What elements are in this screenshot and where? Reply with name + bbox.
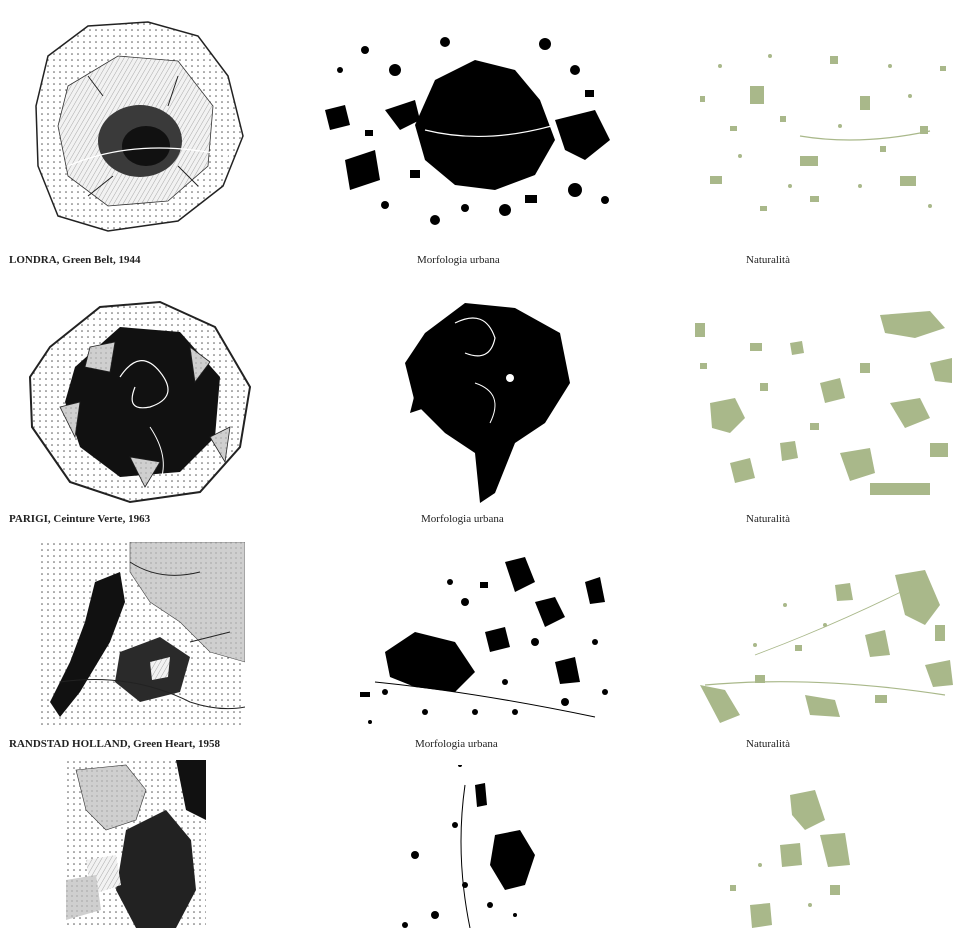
naturality-map bbox=[695, 545, 955, 730]
caption-historic: RANDSTAD HOLLAND, Green Heart, 1958 bbox=[9, 738, 220, 750]
naturality-label: Naturalità bbox=[746, 513, 790, 525]
caption-morphology: Morfologia urbana bbox=[415, 738, 498, 750]
caption-naturality: Naturalità bbox=[746, 513, 790, 525]
row-londra: LONDRA, Green Belt, 1944 Morfologia urba… bbox=[0, 0, 955, 275]
urban-morphology-map bbox=[355, 542, 615, 732]
historic-plan-map bbox=[40, 542, 245, 727]
naturality-map bbox=[690, 36, 955, 226]
caption-morphology: Morfologia urbana bbox=[421, 513, 504, 525]
morphology-label: Morfologia urbana bbox=[415, 738, 498, 750]
naturality-map bbox=[690, 303, 955, 498]
morphology-label: Morfologia urbana bbox=[421, 513, 504, 525]
city-name: LONDRA bbox=[9, 254, 57, 266]
historic-plan-map bbox=[66, 760, 206, 928]
morphology-label: Morfologia urbana bbox=[417, 254, 500, 266]
plan-detail: , Ceinture Verte, 1963 bbox=[47, 513, 151, 525]
row-parigi: PARIGI, Ceinture Verte, 1963 Morfologia … bbox=[0, 275, 955, 530]
row-fourth bbox=[0, 755, 955, 928]
urban-morphology-map bbox=[395, 765, 545, 928]
caption-morphology: Morfologia urbana bbox=[417, 254, 500, 266]
historic-plan-map bbox=[28, 16, 248, 238]
caption-historic: LONDRA, Green Belt, 1944 bbox=[9, 254, 140, 266]
historic-plan-map bbox=[20, 287, 260, 505]
naturality-label: Naturalità bbox=[746, 738, 790, 750]
city-name: RANDSTAD HOLLAND bbox=[9, 738, 128, 750]
caption-naturality: Naturalità bbox=[746, 254, 790, 266]
caption-historic: PARIGI, Ceinture Verte, 1963 bbox=[9, 513, 150, 525]
row-randstad: RANDSTAD HOLLAND, Green Heart, 1958 Morf… bbox=[0, 530, 955, 755]
plan-detail: , Green Belt, 1944 bbox=[56, 254, 141, 266]
caption-naturality: Naturalità bbox=[746, 738, 790, 750]
naturality-map bbox=[720, 785, 860, 928]
naturality-label: Naturalità bbox=[746, 254, 790, 266]
plan-detail: , Green Heart, 1958 bbox=[127, 738, 221, 750]
urban-morphology-map bbox=[325, 30, 615, 230]
urban-morphology-map bbox=[395, 293, 575, 503]
city-name: PARIGI bbox=[9, 513, 48, 525]
